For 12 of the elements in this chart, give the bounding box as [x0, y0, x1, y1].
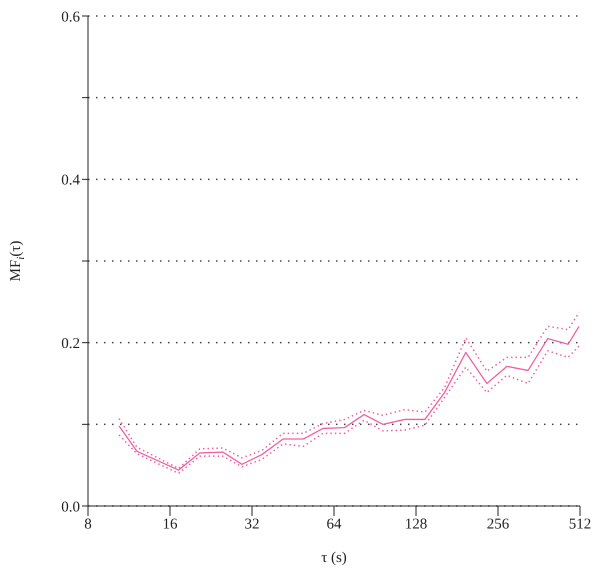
x-tick-label: 8 [84, 516, 92, 533]
y-tick-label: 0.4 [61, 172, 80, 189]
x-axis-title: τ (s) [321, 550, 347, 566]
x-tick-label: 32 [244, 516, 260, 533]
y-tick-label: 0.6 [61, 9, 80, 26]
x-tick-label: 512 [568, 516, 592, 533]
x-tick-label: 16 [162, 516, 178, 533]
x-tick-label: 256 [486, 516, 510, 533]
x-tick-label: 128 [404, 516, 428, 533]
y-tick-label: 0.0 [61, 499, 80, 516]
x-tick-label: 64 [326, 516, 342, 533]
y-tick-label: 0.2 [61, 336, 80, 352]
